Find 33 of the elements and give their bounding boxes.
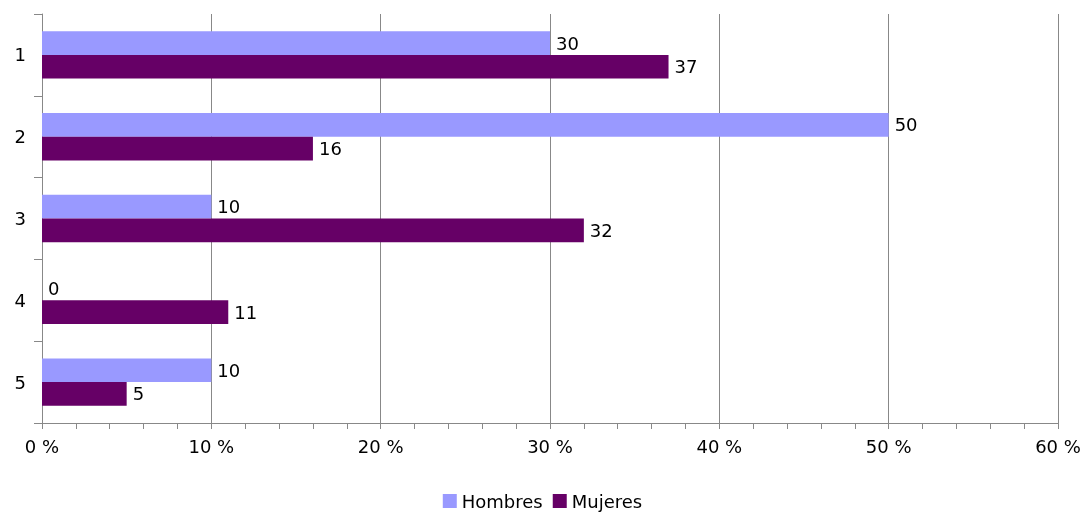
- data-label: 0: [48, 277, 60, 299]
- y-tick-label: 3: [14, 208, 26, 229]
- data-label: 10: [217, 359, 241, 381]
- bar: [42, 194, 212, 219]
- y-tick-label: 2: [14, 126, 26, 148]
- x-tick-label: 30 %: [527, 435, 573, 457]
- bar: [42, 31, 550, 55]
- x-tick-label: 10 %: [188, 435, 235, 457]
- data-label: 10: [217, 196, 241, 218]
- bar: [42, 112, 889, 137]
- y-tick-label: 4: [14, 289, 26, 311]
- x-tick-label: 50 %: [865, 435, 912, 457]
- bar: [42, 54, 669, 79]
- bar: [42, 136, 313, 161]
- legend-label: Hombres: [461, 490, 543, 512]
- data-label: 32: [589, 219, 613, 241]
- x-tick-label: 40 %: [696, 435, 743, 457]
- data-label: 30: [556, 32, 579, 54]
- bar: [42, 358, 212, 383]
- bar: [42, 300, 229, 325]
- legend-label: Mujeres: [571, 490, 643, 512]
- data-label: 11: [234, 301, 258, 323]
- data-label: 16: [318, 138, 342, 160]
- x-tick-label: 60 %: [1035, 435, 1081, 457]
- data-label: 50: [894, 114, 918, 136]
- data-label: 37: [674, 56, 698, 78]
- y-tick-label: 1: [14, 44, 26, 66]
- bar: [42, 218, 584, 243]
- data-label: 5: [132, 383, 145, 405]
- bar: [42, 382, 127, 406]
- x-tick-label: 0 %: [24, 435, 60, 457]
- y-tick-label: 5: [14, 371, 26, 393]
- x-tick-label: 20 %: [357, 435, 404, 457]
